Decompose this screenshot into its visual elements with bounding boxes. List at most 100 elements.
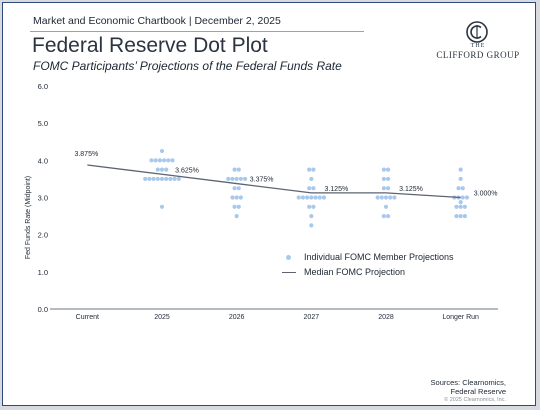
projection-dot [458,204,463,209]
y-tick-label: 5.0 [38,119,48,128]
chartbook-header: Market and Economic Chartbook | December… [33,15,281,27]
y-tick-label: 1.0 [38,268,48,277]
projection-dot [232,167,237,172]
legend-item-median: Median FOMC Projection [282,265,454,280]
projection-dot [458,176,463,182]
header-divider [30,31,364,32]
projection-dot [454,213,459,219]
projection-dot [381,213,386,219]
chart-frame [2,2,536,406]
projection-dot [458,167,463,172]
projection-dot [309,223,314,228]
x-tick-label: 2025 [154,314,170,321]
y-axis-title: Fed Funds Rate (Midpoint) [25,176,32,259]
projection-dot [386,213,391,219]
median-data-label: 3.375% [250,177,274,184]
projection-dot [311,186,316,191]
projection-dot [305,195,310,200]
logo-name-text: CLIFFORD GROUP [436,50,520,60]
y-tick-label: 0.0 [38,305,48,314]
projection-dot [456,186,461,191]
legend-item-dots: Individual FOMC Member Projections [282,250,454,265]
legend-dots-label: Individual FOMC Member Projections [304,252,454,262]
projection-dot [170,158,175,163]
projection-dot [454,204,459,209]
projection-dot [230,176,235,182]
projection-dot [159,204,165,209]
projection-dot [151,176,156,182]
projection-dot [307,186,312,191]
projection-dot [381,167,386,172]
projection-dot [234,213,239,219]
projection-dot [309,176,314,182]
projection-dot [311,167,316,172]
y-tick-label: 6.0 [38,82,48,91]
projection-dot [383,204,389,209]
projection-dot [375,195,380,200]
y-tick-label: 4.0 [38,156,48,165]
projection-dot [386,186,391,191]
projection-dot [143,176,148,182]
x-tick-label: 2027 [304,314,320,321]
projection-dot [230,195,235,200]
x-tick-label: 2028 [378,314,394,321]
clifford-emblem-icon [466,21,488,43]
projection-dot [386,176,391,182]
projection-dot [164,167,169,172]
projection-dot [462,204,467,209]
chart-title: Federal Reserve Dot Plot [32,34,268,57]
projection-dot [226,176,231,182]
projection-dot [383,195,389,200]
projection-dot [300,195,306,200]
projection-dot [238,195,243,200]
x-tick-label: Current [76,314,99,321]
sources-line-1: Sources: Clearnomics, [430,378,506,387]
projection-dot [381,186,386,191]
median-line [87,164,461,199]
projection-dot [381,176,386,182]
projection-dot [242,176,248,182]
legend-line-marker [282,272,296,273]
projection-dot [313,195,318,200]
projection-dot [307,204,312,209]
median-data-label: 3.625% [175,167,199,174]
projection-dot [168,176,173,182]
projection-dot [159,176,165,182]
projection-dot [236,204,241,209]
median-data-label: 3.875% [74,151,98,158]
projection-dot [153,158,158,163]
projection-dot [458,213,463,219]
projection-dot [460,195,465,200]
projection-dot [159,148,165,154]
projection-dot [159,167,165,172]
projection-dot [386,167,391,172]
projection-dot [296,195,301,200]
projection-dot [236,167,241,172]
copyright-note: © 2025 Clearnomics, Inc. [444,397,506,403]
projection-dot [311,204,316,209]
projection-dot [379,195,384,200]
projection-dot [164,176,169,182]
projection-dot [392,195,397,200]
median-data-label: 3.000% [474,191,498,198]
projection-dot [460,186,465,191]
logo-the-text: THE [470,43,486,49]
projection-dot [234,176,239,182]
projection-dot [232,186,237,191]
projection-dot [464,195,470,200]
projection-dot [234,195,239,200]
legend-dot-marker [286,255,291,260]
median-data-label: 3.125% [324,186,348,193]
y-tick-label: 3.0 [38,194,48,203]
projection-dot [462,213,467,219]
projection-dot [157,158,162,163]
projection-dot [155,167,160,172]
projection-dot [321,195,327,200]
projection-dot [309,213,314,219]
x-tick-label: 2026 [229,314,245,321]
projection-dot [166,158,171,163]
chart-legend: Individual FOMC Member Projections Media… [282,250,454,280]
sources-line-2: Federal Reserve [450,387,506,396]
projection-dot [236,186,241,191]
